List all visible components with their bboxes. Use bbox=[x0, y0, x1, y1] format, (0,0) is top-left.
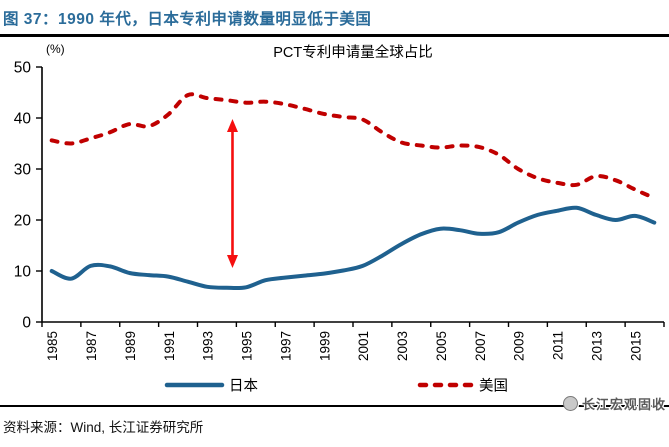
chart-title: PCT专利申请量全球占比 bbox=[273, 43, 433, 61]
x-tick-label: 1991 bbox=[162, 331, 177, 361]
y-tick-label: 40 bbox=[14, 111, 32, 128]
x-tick-label: 2015 bbox=[628, 331, 643, 361]
watermark: 长江宏观固收 bbox=[562, 394, 666, 413]
x-tick-label: 2003 bbox=[395, 331, 410, 361]
watermark-logo-icon bbox=[562, 396, 578, 411]
x-tick-label: 1985 bbox=[45, 331, 60, 361]
legend-label-us: 美国 bbox=[479, 378, 508, 395]
x-tick-label: 1999 bbox=[317, 331, 332, 361]
y-tick-label: 0 bbox=[22, 315, 31, 332]
x-tick-label: 2013 bbox=[589, 331, 604, 361]
watermark-text: 长江宏观固收 bbox=[581, 397, 666, 412]
x-tick-label: 2009 bbox=[512, 331, 527, 361]
footer: 长江宏观固收 资料来源：Wind, 长江证券研究所 bbox=[0, 396, 669, 436]
axes: 0 10 20 30 40 50 1985 1987 1989 1991 1993 1995 1997 1… bbox=[14, 60, 665, 361]
legend-label-japan: 日本 bbox=[229, 378, 258, 395]
x-tick-label: 2005 bbox=[434, 331, 449, 361]
header-divider bbox=[0, 34, 669, 37]
legend-item-japan: 日本 bbox=[164, 378, 258, 395]
y-tick-label: 50 bbox=[14, 60, 32, 77]
x-tick-label: 2011 bbox=[551, 331, 566, 360]
x-tick-label: 1989 bbox=[123, 331, 138, 361]
x-tick-label: 1993 bbox=[201, 331, 216, 361]
source-note: 资料来源：Wind, 长江证券研究所 bbox=[3, 420, 204, 435]
x-tick-label: 1995 bbox=[240, 331, 255, 361]
y-axis-unit-label: (%) bbox=[46, 42, 65, 56]
figure-title: 图 37：1990 年代，日本专利申请数量明显低于美国 bbox=[3, 11, 372, 28]
arrow-head-up bbox=[226, 119, 238, 133]
y-tick-label: 20 bbox=[14, 213, 32, 230]
x-tick-label: 2007 bbox=[473, 331, 488, 361]
x-tick-label: 2001 bbox=[356, 331, 371, 361]
legend-item-us: 美国 bbox=[417, 378, 508, 395]
series-line-japan bbox=[49, 205, 657, 291]
x-tick-label: 1997 bbox=[278, 331, 293, 361]
footer-divider bbox=[0, 405, 669, 407]
series-lines bbox=[49, 92, 657, 291]
legend: 日本 美国 bbox=[164, 378, 508, 395]
gap-arrow-annotation bbox=[226, 119, 238, 268]
series-line-us bbox=[49, 92, 657, 201]
arrow-head-down bbox=[226, 254, 238, 268]
pct-share-line-chart: PCT专利申请量全球占比 (%) 0 10 20 30 40 50 1985 1987 1989… bbox=[14, 42, 665, 395]
x-tick-label: 1987 bbox=[84, 331, 99, 361]
y-tick-label: 30 bbox=[14, 162, 32, 179]
axis-lines bbox=[41, 67, 664, 323]
y-tick-label: 10 bbox=[14, 264, 32, 281]
